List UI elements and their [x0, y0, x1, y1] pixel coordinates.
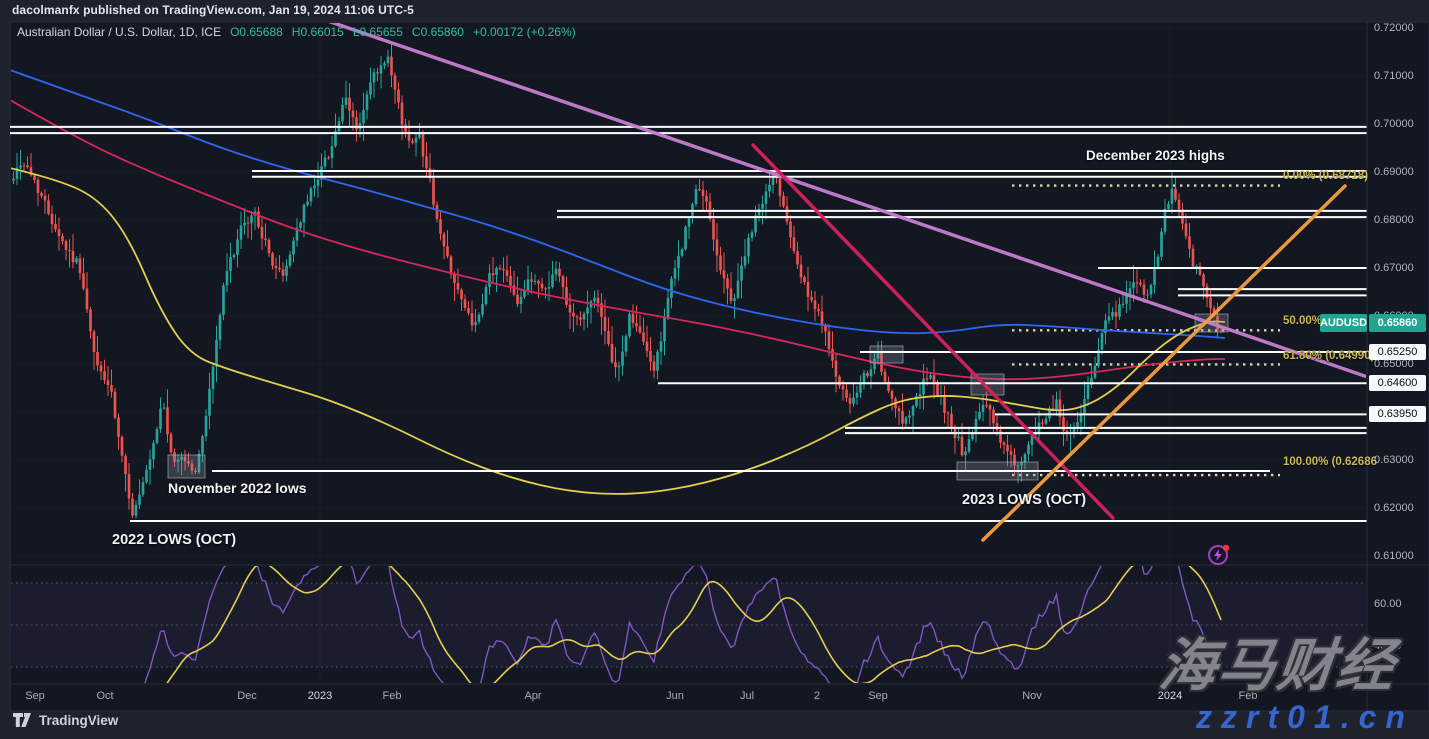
- symbol-legend[interactable]: Australian Dollar / U.S. Dollar, 1D, ICE…: [17, 25, 576, 39]
- price-axis-label: 0.65000: [1374, 358, 1414, 370]
- annotation-november-2022-lows: November 2022 lows: [168, 480, 307, 496]
- time-axis-label: Nov: [1022, 690, 1042, 702]
- time-axis-label: 2: [813, 690, 821, 702]
- legend-low: L0.65655: [352, 25, 403, 39]
- legend-high: H0.66015: [291, 25, 344, 39]
- price-axis-label: 0.68000: [1374, 214, 1414, 226]
- annotation-2022-lows-oct: 2022 LOWS (OCT): [112, 532, 237, 548]
- november-2022-lows-box: [167, 454, 206, 479]
- time-axis-label: 2024: [1157, 690, 1183, 702]
- tradingview-brand-label: TradingView: [39, 712, 119, 728]
- fib-label-50: 50.00%: [1283, 315, 1323, 328]
- tradingview-logo-icon: [13, 713, 31, 727]
- price-level-badge: 0.64600: [1369, 375, 1426, 392]
- moving-averages-layer: [11, 69, 1226, 495]
- time-axis-label: Sep: [25, 690, 45, 702]
- uptrend-orange: [981, 184, 1347, 542]
- annotation-december-2023-highs: December 2023 highs: [1086, 148, 1225, 163]
- price-level-badge: 0.63950: [1369, 406, 1426, 423]
- price-level-badge: 0.65250: [1369, 344, 1426, 360]
- price-axis-label: 0.63000: [1374, 454, 1414, 466]
- price-axis-label: 0.71000: [1374, 70, 1414, 82]
- ma-red: [11, 99, 1225, 381]
- current-symbol-badge: AUDUSD: [1320, 313, 1367, 332]
- rsi-layer: [144, 566, 1222, 683]
- rsi-line: [144, 566, 1222, 683]
- symbol-title: Australian Dollar / U.S. Dollar, 1D, ICE: [17, 25, 222, 39]
- sep-2023-supply-box: [869, 345, 904, 364]
- rsi-axis-label: 40.00: [1374, 640, 1402, 652]
- watermark-cjk: 海马财经: [1156, 634, 1399, 698]
- time-axis-label: Apr: [524, 690, 542, 702]
- legend-close: C0.65860: [411, 25, 464, 39]
- time-axis-label: Dec: [237, 690, 257, 702]
- fib-label-100: 100.00% (0.62686: [1283, 456, 1377, 469]
- time-axis-label: 2023: [307, 690, 333, 702]
- price-axis-label: 0.67000: [1374, 262, 1414, 274]
- time-axis-label: Sep: [868, 690, 888, 702]
- annotation-2023-lows-oct: 2023 LOWS (OCT): [962, 492, 1087, 508]
- tradingview-brand[interactable]: TradingView: [12, 712, 118, 728]
- flash-icon[interactable]: [1206, 542, 1232, 568]
- time-axis-label: Feb: [382, 690, 402, 702]
- major-downtrend-violet: [328, 23, 1366, 379]
- time-axis-label: Jun: [666, 690, 684, 702]
- time-axis-label: Feb: [1238, 690, 1258, 702]
- fib-label-0: 0.00% (0.68718): [1283, 169, 1369, 182]
- rsi-axis-label: 60.00: [1374, 598, 1402, 610]
- rsi-ma-line: [166, 566, 1222, 683]
- ma-blue: [11, 69, 1226, 339]
- fib-label-61-8: 61.80% (0.64990): [1283, 350, 1375, 363]
- legend-change: +0.00172 (+0.26%): [472, 25, 576, 39]
- time-axis-label: Oct: [96, 690, 114, 702]
- trendlines-layer: [328, 23, 1366, 542]
- ma-yellow: [11, 167, 1226, 495]
- time-axis-label: Jul: [739, 690, 755, 702]
- price-axis-label: 0.69000: [1374, 166, 1414, 178]
- price-axis-label: 0.61000: [1374, 550, 1414, 562]
- publish-header: dacolmanfx published on TradingView.com,…: [12, 3, 414, 17]
- price-axis-label: 0.72000: [1374, 22, 1414, 34]
- price-axis-label: 0.62000: [1374, 502, 1414, 514]
- watermark-url: zzrt01.cn: [1196, 699, 1414, 735]
- steep-downtrend-crimson: [751, 143, 1115, 520]
- chart-panel: [9, 21, 1429, 712]
- current-price-badge: 0.65860: [1369, 313, 1426, 332]
- price-axis-label: 0.70000: [1374, 118, 1414, 130]
- legend-open: O0.65688: [230, 25, 283, 39]
